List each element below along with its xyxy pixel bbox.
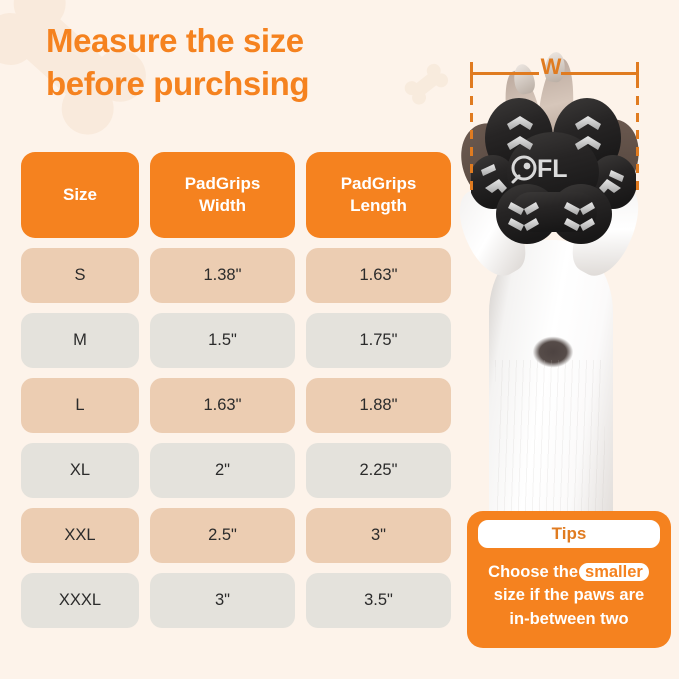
cell-width: 1.63" (150, 378, 295, 433)
table-row: M 1.5" 1.75" (21, 313, 451, 368)
table-row: S 1.38" 1.63" (21, 248, 451, 303)
column-header-padgrips-width: PadGrips Width (150, 152, 295, 238)
cell-size: XXL (21, 508, 139, 563)
column-header-length-line-2: Length (350, 196, 407, 215)
cell-length: 1.63" (306, 248, 451, 303)
tips-box: Tips Choose the smaller size if the paws … (467, 511, 671, 648)
cell-length: 1.88" (306, 378, 451, 433)
svg-text:FL: FL (537, 155, 568, 183)
measure-line-right (561, 72, 638, 75)
column-header-padgrips-length: PadGrips Length (306, 152, 451, 238)
page-title-line-2: before purchsing (46, 64, 310, 102)
size-chart-table: Size PadGrips Width PadGrips Length S 1.… (21, 152, 451, 638)
cell-size: L (21, 378, 139, 433)
tips-text: Choose the smaller size if the paws are i… (467, 561, 671, 631)
cell-width: 3" (150, 573, 295, 628)
measure-dashed-line-right (636, 62, 639, 196)
cell-width: 1.5" (150, 313, 295, 368)
cell-width: 2" (150, 443, 295, 498)
tips-highlight-smaller: smaller (579, 563, 649, 581)
measure-dashed-line-left (470, 62, 473, 196)
width-measurement-guide: W (455, 0, 679, 220)
table-row: XL 2" 2.25" (21, 443, 451, 498)
page-title: Measure the size before purchsing (46, 20, 446, 106)
cell-size: XXXL (21, 573, 139, 628)
tips-text-line-3: in-between two (509, 609, 629, 628)
page-title-line-1: Measure the size (46, 22, 304, 59)
cell-length: 3" (306, 508, 451, 563)
column-header-length-line-1: PadGrips (340, 174, 417, 194)
table-header-row: Size PadGrips Width PadGrips Length (21, 152, 451, 238)
tips-heading: Tips (476, 518, 662, 550)
brand-mark: FL (511, 155, 568, 184)
cell-width: 1.38" (150, 248, 295, 303)
measure-label-width: W (540, 54, 562, 79)
column-header-size: Size (21, 152, 139, 238)
cell-length: 3.5" (306, 573, 451, 628)
padgrip-sock: FL (471, 96, 636, 246)
cell-size: XL (21, 443, 139, 498)
table-row: XXL 2.5" 3" (21, 508, 451, 563)
cell-width: 2.5" (150, 508, 295, 563)
cell-size: S (21, 248, 139, 303)
column-header-width-line-1: PadGrips (184, 174, 261, 194)
cell-length: 2.25" (306, 443, 451, 498)
table-row: L 1.63" 1.88" (21, 378, 451, 433)
cell-length: 1.75" (306, 313, 451, 368)
tips-text-before: Choose the (488, 563, 579, 581)
column-header-width-line-2: Width (198, 196, 247, 215)
table-row: XXXL 3" 3.5" (21, 573, 451, 628)
tips-text-line-2: size if the paws are (493, 586, 645, 605)
measure-line-left (471, 72, 539, 75)
cell-size: M (21, 313, 139, 368)
